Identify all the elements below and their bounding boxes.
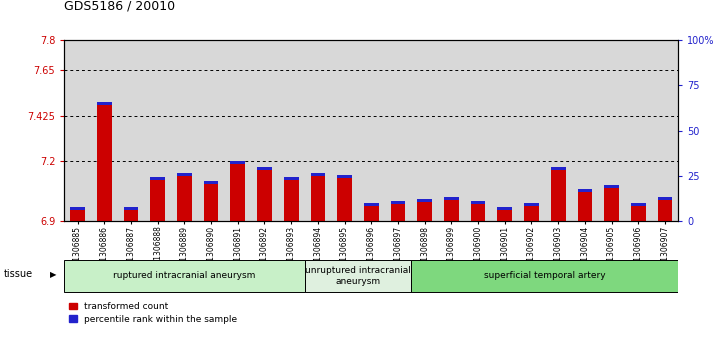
Bar <box>203 181 218 221</box>
Bar <box>70 207 85 221</box>
Bar <box>337 175 352 221</box>
Bar <box>631 203 645 206</box>
Bar <box>578 189 592 221</box>
Bar <box>177 173 192 176</box>
Bar <box>284 177 298 221</box>
Bar <box>337 175 352 178</box>
Bar <box>411 260 678 292</box>
Bar <box>498 207 512 221</box>
Text: unruptured intracranial
aneurysm: unruptured intracranial aneurysm <box>305 266 411 286</box>
Bar <box>97 102 111 221</box>
Bar <box>550 167 565 221</box>
Text: superficial temporal artery: superficial temporal artery <box>484 272 605 280</box>
Bar <box>364 203 378 206</box>
Bar <box>311 173 325 221</box>
Bar <box>305 260 411 292</box>
Bar <box>471 201 486 204</box>
Bar <box>444 197 458 200</box>
Legend: transformed count, percentile rank within the sample: transformed count, percentile rank withi… <box>69 302 237 324</box>
Bar <box>151 177 165 180</box>
Bar <box>231 161 245 221</box>
Bar <box>604 185 619 188</box>
Bar <box>124 207 139 210</box>
Text: ruptured intracranial aneurysm: ruptured intracranial aneurysm <box>114 272 256 280</box>
Bar <box>417 199 432 221</box>
Bar <box>177 173 192 221</box>
Bar <box>631 203 645 221</box>
Bar <box>391 201 406 204</box>
Bar <box>284 177 298 180</box>
Bar <box>417 199 432 202</box>
Bar <box>498 207 512 210</box>
Text: ▶: ▶ <box>50 270 56 278</box>
Bar <box>231 161 245 164</box>
Bar <box>550 167 565 170</box>
Bar <box>124 207 139 221</box>
Bar <box>471 201 486 221</box>
Bar <box>444 197 458 221</box>
Bar <box>391 201 406 221</box>
Bar <box>524 203 539 221</box>
Bar <box>311 173 325 176</box>
Bar <box>97 102 111 105</box>
Bar <box>70 207 85 210</box>
Bar <box>658 197 673 200</box>
Bar <box>203 181 218 184</box>
Text: GDS5186 / 20010: GDS5186 / 20010 <box>64 0 176 13</box>
Bar <box>658 197 673 221</box>
Bar <box>604 185 619 221</box>
Bar <box>524 203 539 206</box>
Bar <box>364 203 378 221</box>
Bar <box>578 189 592 192</box>
Bar <box>257 167 272 170</box>
Bar <box>257 167 272 221</box>
Bar <box>151 177 165 221</box>
Text: tissue: tissue <box>4 269 33 279</box>
Bar <box>64 260 305 292</box>
